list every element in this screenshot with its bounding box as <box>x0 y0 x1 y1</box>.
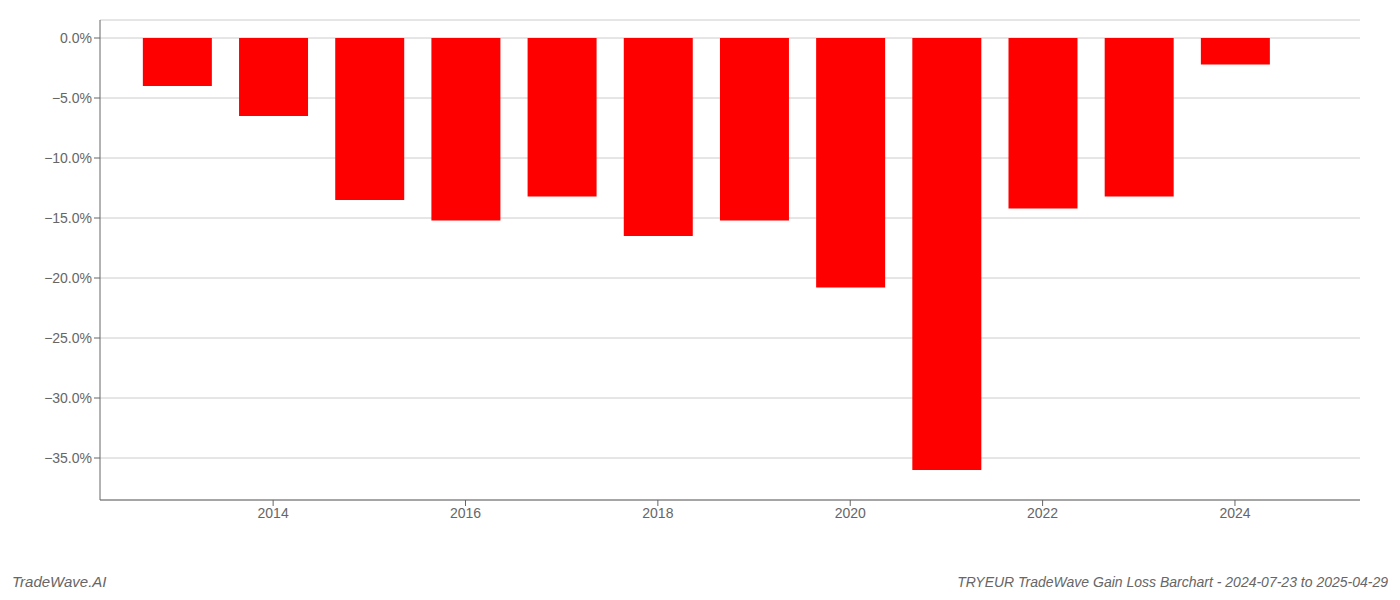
svg-text:−30.0%: −30.0% <box>44 390 92 406</box>
svg-text:2022: 2022 <box>1027 505 1058 521</box>
svg-text:−5.0%: −5.0% <box>52 90 92 106</box>
svg-text:2020: 2020 <box>835 505 866 521</box>
svg-text:−15.0%: −15.0% <box>44 210 92 226</box>
svg-text:−35.0%: −35.0% <box>44 450 92 466</box>
html-text:TradeWave.AI: TradeWave.AI <box>12 573 107 590</box>
svg-text:2014: 2014 <box>258 505 289 521</box>
svg-text:0.0%: 0.0% <box>60 30 92 46</box>
svg-text:−10.0%: −10.0% <box>44 150 92 166</box>
svg-text:2016: 2016 <box>450 505 481 521</box>
svg-text:2024: 2024 <box>1219 505 1250 521</box>
svg-text:2018: 2018 <box>642 505 673 521</box>
html-text:TRYEUR TradeWave Gain Loss Bar: TRYEUR TradeWave Gain Loss Barchart - 20… <box>957 574 1388 590</box>
svg-text:−25.0%: −25.0% <box>44 330 92 346</box>
svg-text:−20.0%: −20.0% <box>44 270 92 286</box>
